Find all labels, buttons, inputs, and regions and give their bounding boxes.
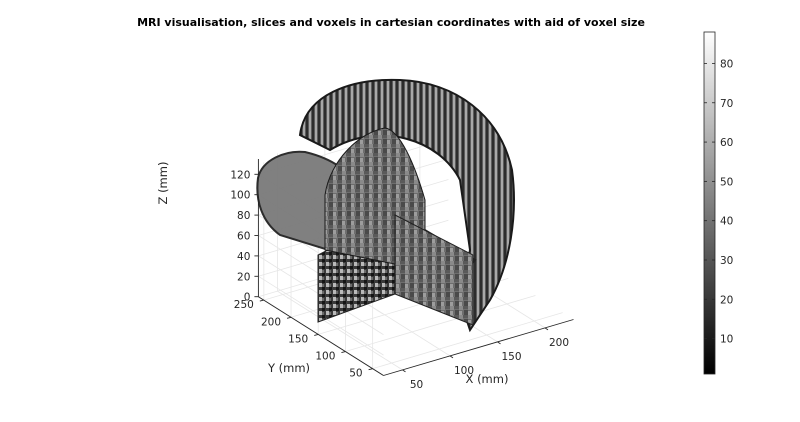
z-tick-label: 100: [230, 190, 250, 202]
colorbar-tick-label: 60: [720, 137, 733, 149]
z-tick-label: 20: [237, 271, 250, 283]
y-axis-label: Y (mm): [267, 361, 310, 375]
x-tick-label: 150: [501, 351, 521, 363]
colorbar-tick-label: 80: [720, 58, 733, 70]
colorbar-tick-label: 10: [720, 334, 733, 346]
colorbar: 10 20 30 40 50 60 70 80: [704, 32, 733, 374]
x-tick-label: 50: [410, 379, 423, 391]
colorbar-tick-label: 30: [720, 255, 733, 267]
y-tick-mark: [287, 317, 291, 318]
colorbar-tick-label: 40: [720, 216, 733, 228]
y-tick-mark: [314, 334, 318, 335]
z-tick-label: 40: [237, 251, 250, 263]
z-axis-label: Z (mm): [156, 162, 170, 205]
y-tick-label: 200: [261, 316, 281, 328]
colorbar-tick-label: 50: [720, 176, 733, 188]
y-tick-mark: [341, 352, 345, 353]
x-tick-mark: [450, 356, 453, 358]
y-tick-label: 100: [315, 351, 335, 363]
z-tick-label: 0: [244, 292, 251, 304]
y-tick-mark: [369, 369, 373, 370]
z-tick-label: 60: [237, 230, 250, 242]
x-tick-mark: [403, 370, 406, 372]
x-tick-mark: [545, 328, 548, 330]
y-tick-mark: [260, 300, 264, 301]
mri-volume-slices: [257, 80, 514, 330]
x-tick-label: 200: [549, 337, 569, 349]
y-tick-label: 50: [349, 368, 362, 380]
x-tick-mark: [498, 342, 501, 344]
colorbar-scale: [704, 32, 715, 374]
z-tick-label: 80: [237, 210, 250, 222]
colorbar-tick-label: 20: [720, 294, 733, 306]
y-tick-label: 150: [288, 333, 308, 345]
colorbar-tick-label: 70: [720, 98, 733, 110]
chart-title: MRI visualisation, slices and voxels in …: [137, 16, 645, 29]
x-axis-label: X (mm): [466, 372, 509, 386]
z-tick-label: 120: [230, 169, 250, 181]
